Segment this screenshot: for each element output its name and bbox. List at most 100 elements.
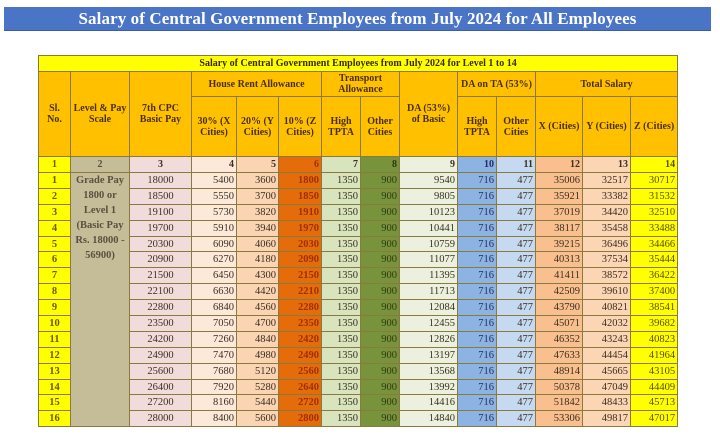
table-row: 3 19100 5730 3820 1910 1350 900 10123 716 477 3701… <box>38 203 679 221</box>
table-cell: 1350 <box>321 362 361 380</box>
column-number: 12 <box>535 156 583 173</box>
table-cell: 37019 <box>535 203 583 221</box>
table-cell: 40823 <box>629 330 679 348</box>
table-cell: 477 <box>496 315 536 332</box>
table-cell: 45665 <box>582 362 631 380</box>
table-cell: 1350 <box>321 394 361 412</box>
table-cell: 18000 <box>129 172 192 189</box>
table-cell: 477 <box>496 394 536 412</box>
table-cell: 7050 <box>191 315 237 332</box>
table-cell: 477 <box>496 267 536 285</box>
table-cell: 37400 <box>629 283 679 301</box>
table-cell: 6090 <box>191 235 237 253</box>
table-cell: 900 <box>360 219 400 237</box>
table-cell: 33488 <box>629 219 679 237</box>
level-pay-scale-cell: Grade Pay 1800 or Level 1 (Basic Pay Rs.… <box>70 171 130 428</box>
table-cell: 32517 <box>582 172 631 189</box>
table-row: 10 23500 7050 4700 2350 1350 900 12455 716 477 450… <box>38 315 679 332</box>
table-cell: 1350 <box>321 299 361 317</box>
table-cell: 49817 <box>582 410 631 428</box>
table-cell: 1350 <box>321 219 361 237</box>
table-cell: 716 <box>457 267 497 285</box>
salary-table: Salary of Central Government Employees f… <box>37 55 679 428</box>
table-cell: 1350 <box>321 346 361 364</box>
table-cell: 1350 <box>321 235 361 253</box>
table-cell: 44409 <box>629 378 679 396</box>
table-cell: 900 <box>360 187 400 205</box>
table-cell: 14416 <box>399 394 458 412</box>
table-cell: 13992 <box>399 378 458 396</box>
table-cell: 3600 <box>236 172 279 189</box>
page-title: Salary of Central Government Employees f… <box>4 7 711 31</box>
table-row: 1 Grade Pay 1800 or Level 1 (Basic Pay Rs… <box>38 171 679 428</box>
table-cell: 9540 <box>399 172 458 189</box>
table-cell: 1 <box>38 172 71 189</box>
table-cell: 1350 <box>321 410 361 428</box>
table-cell: 12 <box>38 346 71 364</box>
table-cell: 35921 <box>535 187 583 205</box>
table-cell: 716 <box>457 315 497 332</box>
table-cell: 2720 <box>278 394 322 412</box>
table-cell: 4180 <box>236 251 279 269</box>
table-cell: 43243 <box>582 330 631 348</box>
table-cell: 477 <box>496 172 536 189</box>
table-cell: 477 <box>496 330 536 348</box>
table-cell: 716 <box>457 299 497 317</box>
table-cell: 1350 <box>321 203 361 221</box>
table-cell: 7680 <box>191 362 237 380</box>
table-row: 15 27200 8160 5440 2720 1350 900 14416 716 477 518… <box>38 394 679 412</box>
table-cell: 1910 <box>278 203 322 221</box>
header-da-ta-high: High TPTA <box>457 96 497 157</box>
table-cell: 24200 <box>129 330 192 348</box>
table-cell: 12084 <box>399 299 458 317</box>
table-cell: 25600 <box>129 362 192 380</box>
header-total-y: Y (Cities) <box>582 96 631 157</box>
table-row: 16 28000 8400 5600 2800 1350 900 14840 716 477 533… <box>38 410 679 428</box>
table-cell: 2640 <box>278 378 322 396</box>
table-cell: 38572 <box>582 267 631 285</box>
table-cell: 47017 <box>629 410 679 428</box>
table-row: 6 20900 6270 4180 2090 1350 900 11077 716 477 4031… <box>38 251 679 269</box>
table-row: 7 21500 6450 4300 2150 1350 900 11395 716 477 4141… <box>38 267 679 285</box>
table-cell: 19700 <box>129 219 192 237</box>
column-number: 10 <box>457 156 497 173</box>
table-cell: 2560 <box>278 362 322 380</box>
table-cell: 6630 <box>191 283 237 301</box>
table-cell: 2420 <box>278 330 322 348</box>
table-cell: 31532 <box>629 187 679 205</box>
table-cell: 1800 <box>278 172 322 189</box>
table-cell: 26400 <box>129 378 192 396</box>
header-level: Level & Pay Scale <box>70 71 130 157</box>
table-cell: 12455 <box>399 315 458 332</box>
table-cell: 16 <box>38 410 71 428</box>
table-cell: 22800 <box>129 299 192 317</box>
header-transport-allowance: Transport Allowance <box>321 71 400 97</box>
table-cell: 4980 <box>236 346 279 364</box>
header-total-x: X (Cities) <box>535 96 583 157</box>
table-cell: 30717 <box>629 172 679 189</box>
table-row: 12 24900 7470 4980 2490 1350 900 13197 716 477 476… <box>38 346 679 364</box>
table-cell: 2030 <box>278 235 322 253</box>
table-cell: 34420 <box>582 203 631 221</box>
table-cell: 4060 <box>236 235 279 253</box>
table-cell: 14 <box>38 378 71 396</box>
table-row: 4 19700 5910 3940 1970 1350 900 10441 716 477 3811… <box>38 219 679 237</box>
table-cell: 47633 <box>535 346 583 364</box>
table-cell: 11395 <box>399 267 458 285</box>
table-cell: 716 <box>457 410 497 428</box>
table-cell: 4840 <box>236 330 279 348</box>
table-row: 9 22800 6840 4560 2280 1350 900 12084 716 477 4379… <box>38 299 679 317</box>
table-cell: 7920 <box>191 378 237 396</box>
table-cell: 900 <box>360 346 400 364</box>
table-caption: Salary of Central Government Employees f… <box>37 55 679 72</box>
table-cell: 2210 <box>278 283 322 301</box>
table-cell: 11713 <box>399 283 458 301</box>
column-number: 6 <box>278 156 322 173</box>
table-cell: 10 <box>38 315 71 332</box>
table-cell: 477 <box>496 235 536 253</box>
table-cell: 13197 <box>399 346 458 364</box>
table-cell: 900 <box>360 410 400 428</box>
table-cell: 1350 <box>321 251 361 269</box>
table-cell: 1350 <box>321 330 361 348</box>
table-row: 14 26400 7920 5280 2640 1350 900 13992 716 477 503… <box>38 378 679 396</box>
